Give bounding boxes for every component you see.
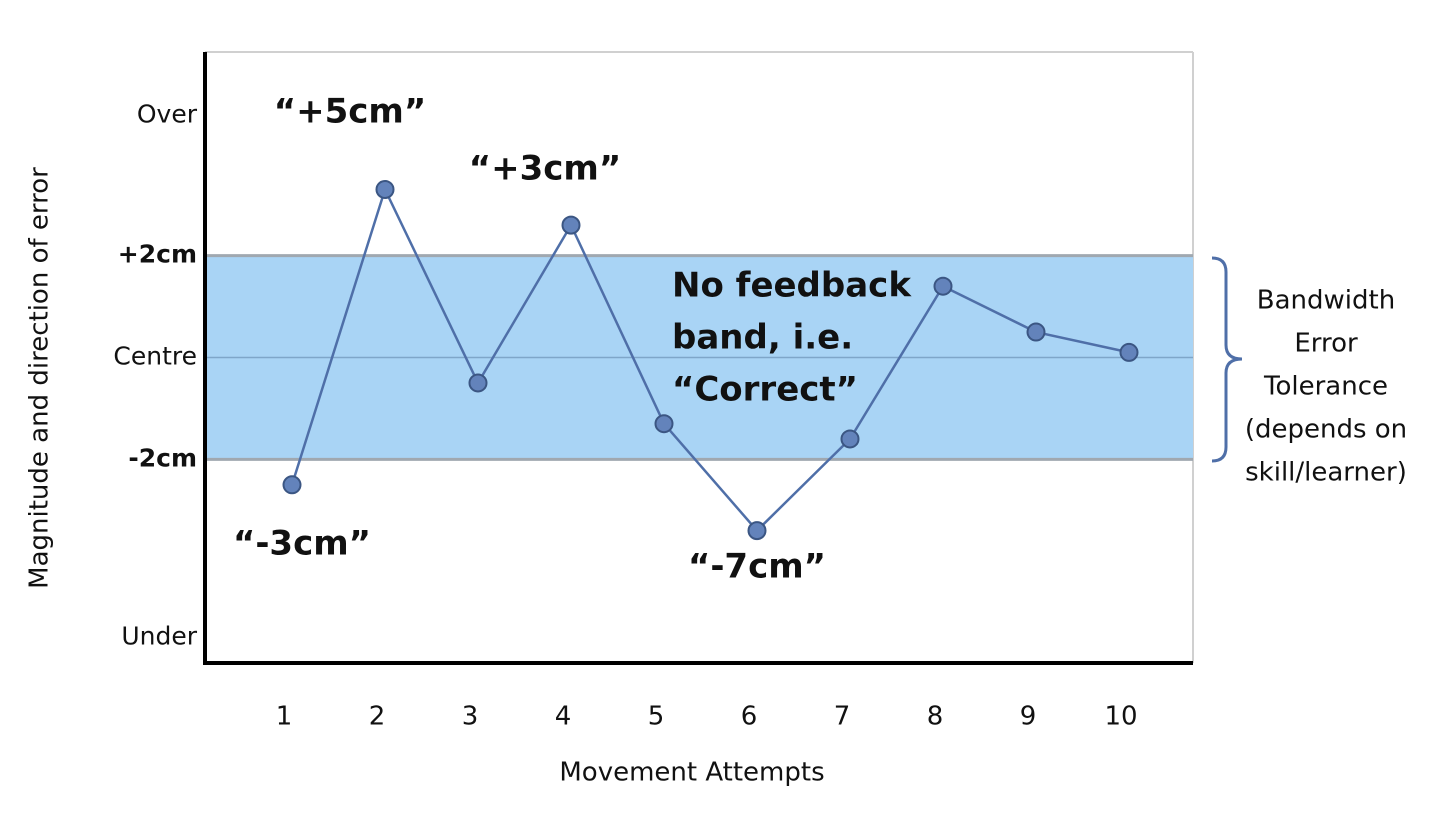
annotation: “-7cm” — [688, 547, 826, 587]
x-tick-label: 7 — [834, 702, 851, 732]
x-tick-label: 3 — [462, 702, 479, 732]
band-annotation: “Correct” — [672, 370, 858, 410]
x-tick-label: 2 — [369, 702, 386, 732]
x-axis-title: Movement Attempts — [559, 758, 824, 788]
band-label: skill/learner) — [1245, 458, 1407, 488]
data-point — [1119, 342, 1139, 362]
x-tick-label: 6 — [741, 702, 758, 732]
data-point — [282, 475, 302, 495]
band-label: Bandwidth — [1257, 286, 1395, 316]
band-annotation: band, i.e. — [672, 318, 853, 358]
data-point — [747, 521, 767, 541]
band-label: (depends on — [1245, 415, 1407, 445]
data-point — [840, 429, 860, 449]
y-tick-label: -2cm — [128, 443, 197, 472]
brace — [1211, 256, 1243, 463]
data-point — [561, 215, 581, 235]
x-tick-label: 8 — [927, 702, 944, 732]
y-tick-label: Under — [121, 622, 197, 651]
y-tick-label: Centre — [113, 342, 197, 371]
data-point — [1026, 322, 1046, 342]
data-point — [654, 414, 674, 434]
band-annotation: No feedback — [672, 266, 912, 306]
y-axis-title: Magnitude and direction of error — [25, 167, 55, 589]
x-tick-label: 5 — [648, 702, 665, 732]
data-point — [933, 276, 953, 296]
x-tick-label: 4 — [555, 702, 572, 732]
band-label: Tolerance — [1263, 372, 1388, 402]
annotation: “+3cm” — [469, 149, 621, 189]
x-tick-label: 9 — [1020, 702, 1037, 732]
data-line — [290, 186, 1130, 533]
y-tick-label: Over — [137, 100, 198, 129]
band-label: Error — [1294, 329, 1358, 359]
annotation: “+5cm” — [274, 92, 426, 132]
data-point — [375, 179, 395, 199]
annotation: “-3cm” — [233, 524, 371, 564]
x-tick-label: 1 — [276, 702, 293, 732]
x-tick-label: 10 — [1104, 702, 1137, 732]
y-tick-label: +2cm — [118, 240, 197, 269]
data-point — [468, 373, 488, 393]
